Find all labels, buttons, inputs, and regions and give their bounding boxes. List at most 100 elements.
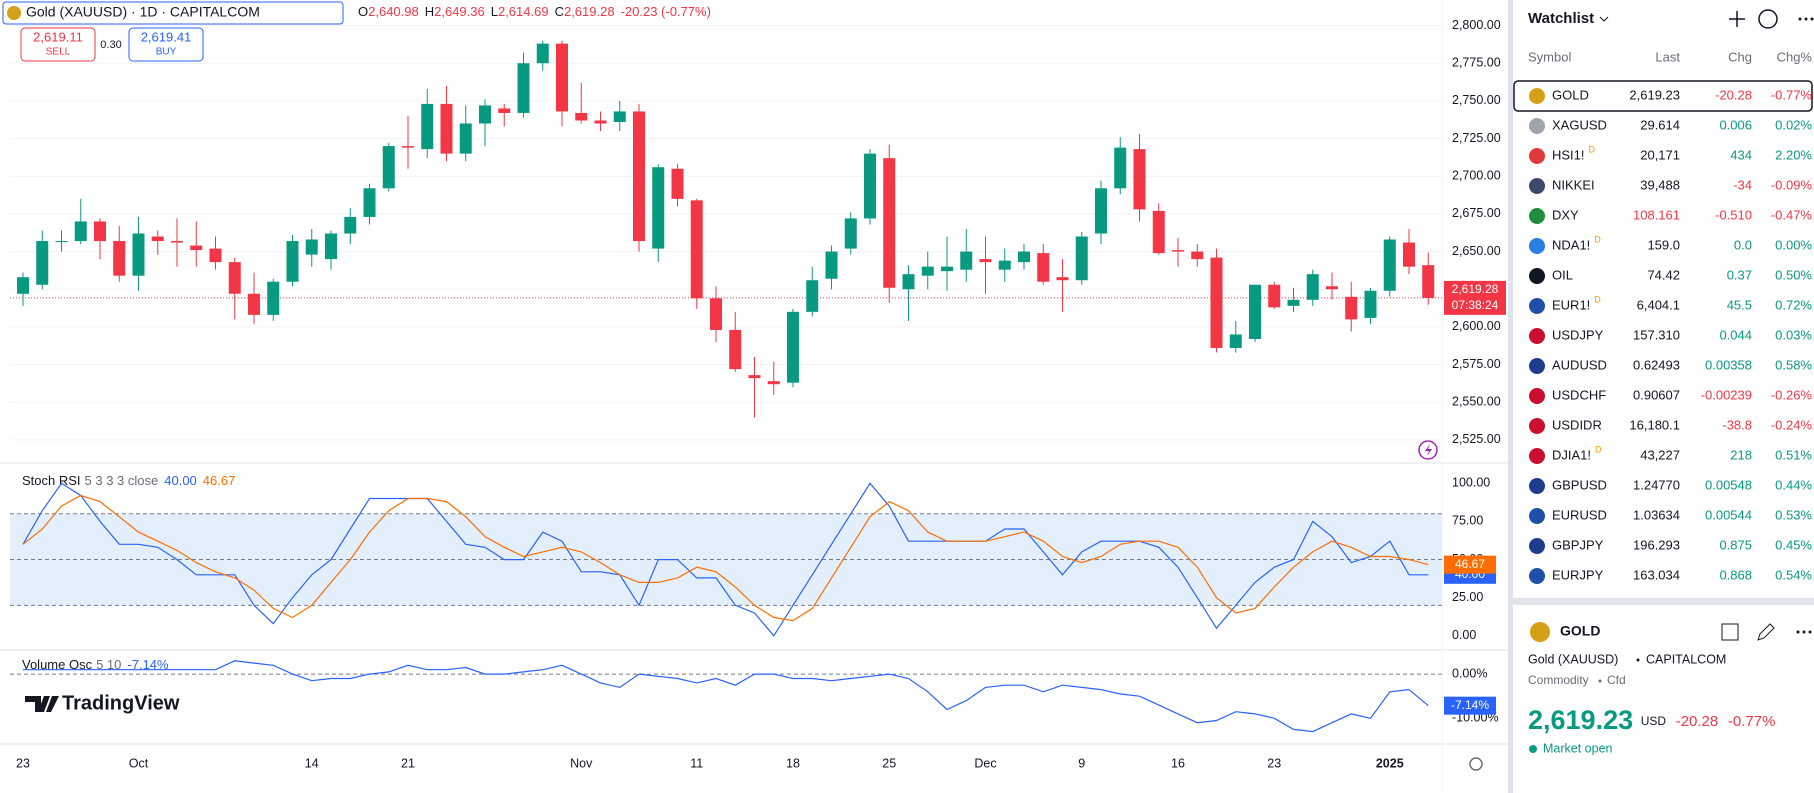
row-last: 29.614 — [1640, 117, 1680, 132]
candle-body — [806, 280, 819, 312]
ohlc-change: -20.23 (-0.77%) — [621, 4, 711, 19]
ohlc-value: 2,649.36 — [434, 4, 485, 19]
symbol-icon — [1529, 538, 1545, 554]
y-tick-label: 2,775.00 — [1452, 56, 1501, 70]
panel-divider — [1513, 598, 1814, 605]
symbol-icon — [1529, 148, 1545, 164]
y-tick-label: 2,650.00 — [1452, 244, 1501, 258]
row-symbol[interactable]: GBPJPY — [1552, 537, 1604, 552]
detail-chg: -20.28 — [1676, 713, 1719, 730]
sell-button[interactable] — [20, 27, 96, 62]
ohlc-label: C — [555, 4, 564, 19]
x-tick-label: 21 — [401, 756, 415, 770]
candle-body — [941, 266, 953, 272]
ohlc-label: L — [491, 4, 498, 19]
candle-body — [1249, 284, 1261, 339]
row-last: 0.90607 — [1633, 387, 1680, 402]
legend-value: 46.67 — [203, 473, 236, 488]
row-chg: -0.510 — [1715, 207, 1752, 222]
row-symbol[interactable]: DXY — [1552, 207, 1579, 222]
settings-icon[interactable] — [1469, 757, 1483, 771]
menu-icon[interactable] — [1798, 17, 1802, 21]
y-tick-label: 0.00% — [1452, 666, 1487, 680]
row-chg-pct: 0.44% — [1775, 477, 1812, 492]
symbol-icon — [1529, 88, 1545, 104]
ohlc-value: 2,619.28 — [564, 4, 615, 19]
candle-body — [94, 221, 106, 242]
row-symbol[interactable]: GOLD — [1552, 87, 1589, 102]
symbol-icon — [1529, 208, 1545, 224]
symbol-icon — [1529, 118, 1545, 134]
x-tick-label: Nov — [570, 756, 593, 770]
y-tick-label: 2,575.00 — [1452, 357, 1501, 371]
row-chg: 0.00548 — [1705, 477, 1752, 492]
layout-icon[interactable] — [1721, 623, 1739, 641]
row-last: 163.034 — [1633, 567, 1680, 582]
candle-body — [1095, 188, 1107, 234]
edit-icon[interactable] — [1757, 623, 1775, 641]
symbol-title[interactable]: Gold (XAUUSD) · 1D · CAPITALCOM — [26, 4, 260, 20]
row-chg-pct: 0.72% — [1775, 297, 1812, 312]
buy-button[interactable] — [128, 27, 204, 62]
watchlist-title[interactable]: Watchlist — [1528, 10, 1594, 27]
candle-body — [1345, 296, 1358, 320]
row-symbol[interactable]: GBPUSD — [1552, 477, 1607, 492]
separator-dot — [1636, 658, 1640, 662]
column-header: Symbol — [1528, 49, 1571, 64]
candle-body — [55, 241, 68, 243]
alerts-icon[interactable] — [1758, 9, 1778, 29]
row-symbol[interactable]: EURJPY — [1552, 567, 1604, 582]
candle-body — [1326, 286, 1338, 290]
row-symbol[interactable]: USDJPY — [1552, 327, 1604, 342]
y-tick-label: 2,525.00 — [1452, 432, 1501, 446]
symbol-box[interactable] — [2, 1, 344, 25]
candle-body — [652, 167, 665, 249]
alert-icon[interactable] — [1418, 440, 1438, 460]
row-symbol[interactable]: EUR1! — [1552, 297, 1590, 312]
dropdown-icon[interactable] — [1599, 16, 1609, 22]
candle-body — [344, 216, 357, 234]
separator-dot — [1598, 679, 1602, 683]
row-symbol[interactable]: EURUSD — [1552, 507, 1607, 522]
row-symbol[interactable]: USDIDR — [1552, 417, 1602, 432]
y-tick-label: 0.00 — [1452, 628, 1476, 642]
x-tick-label: 2025 — [1376, 756, 1404, 770]
menu-icon[interactable] — [1796, 630, 1800, 634]
x-tick-label: 11 — [690, 756, 703, 770]
row-symbol[interactable]: NIKKEI — [1552, 177, 1595, 192]
detail-price: 2,619.23 — [1528, 705, 1633, 735]
candle-body — [1056, 277, 1069, 281]
symbol-icon — [1529, 358, 1545, 374]
row-symbol[interactable]: OIL — [1552, 267, 1573, 282]
last-value-label: 46.67 — [1455, 557, 1485, 571]
row-last: 108.161 — [1633, 207, 1680, 222]
row-symbol[interactable]: NDA1! — [1552, 237, 1590, 252]
row-symbol[interactable]: AUDUSD — [1552, 357, 1607, 372]
candle-body — [17, 277, 29, 294]
add-icon[interactable] — [1729, 11, 1745, 27]
buy-label: BUY — [156, 47, 177, 58]
row-symbol[interactable]: HSI1! — [1552, 147, 1585, 162]
candle-body — [1422, 265, 1435, 298]
candle-body — [1018, 251, 1030, 263]
row-chg: 0.37 — [1727, 267, 1752, 282]
candle-body — [825, 251, 838, 279]
y-tick-label: 2,600.00 — [1452, 319, 1501, 333]
candle-body — [729, 329, 742, 370]
candle-body — [883, 158, 896, 288]
row-last: 6,404.1 — [1637, 297, 1680, 312]
row-chg: 0.006 — [1719, 117, 1752, 132]
detail-kind: Cfd — [1607, 673, 1626, 687]
candle-body — [74, 221, 87, 242]
detail-price-line: 2,619.23 USD -20.28 -0.77% — [1528, 705, 1775, 735]
candle-body — [248, 293, 260, 315]
row-symbol[interactable]: DJIA1! — [1552, 447, 1591, 462]
row-badge: D — [1594, 294, 1601, 304]
candle-body — [767, 381, 780, 385]
row-chg-pct: 0.00% — [1775, 237, 1812, 252]
row-last: 20,171 — [1640, 147, 1680, 162]
row-symbol[interactable]: USDCHF — [1552, 387, 1606, 402]
candle-body — [748, 375, 761, 379]
row-symbol[interactable]: XAGUSD — [1552, 117, 1607, 132]
candle-body — [1075, 236, 1088, 281]
